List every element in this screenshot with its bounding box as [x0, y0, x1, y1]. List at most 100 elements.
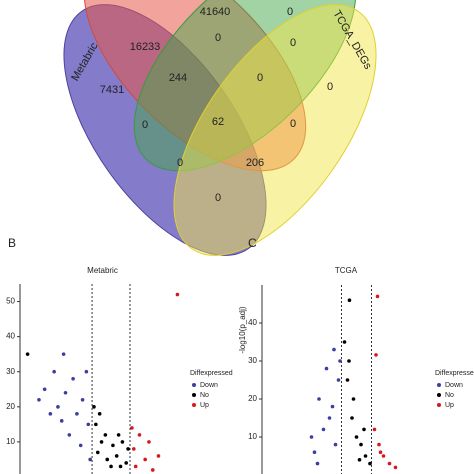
point: [56, 405, 60, 409]
point: [111, 443, 115, 448]
point: [354, 435, 359, 439]
point: [37, 398, 41, 402]
point: [75, 412, 79, 416]
point: [377, 442, 381, 447]
legend-title: Diffexpressed: [190, 370, 233, 377]
point: [124, 461, 129, 465]
panel-label: C: [248, 236, 257, 250]
point: [42, 387, 47, 392]
legend-label: Up: [445, 402, 454, 409]
point: [375, 294, 380, 299]
point: [312, 450, 317, 455]
point: [175, 292, 180, 297]
point: [321, 427, 326, 432]
point: [336, 378, 341, 382]
y-axis-label: -log10(p_adj): [238, 306, 247, 353]
point: [25, 352, 30, 356]
legend-label: No: [200, 392, 209, 399]
region-count: 244: [169, 72, 187, 84]
region-count: 0: [215, 192, 221, 204]
point: [393, 465, 398, 470]
point: [86, 422, 91, 427]
point: [116, 433, 121, 437]
y-tick-label: 10: [248, 432, 257, 441]
point: [317, 397, 321, 401]
point: [338, 359, 342, 363]
point: [133, 464, 138, 469]
legend-swatch: [192, 403, 196, 407]
panel-label: B: [8, 236, 16, 250]
point: [78, 443, 83, 448]
plot-title: TCGA: [335, 266, 358, 275]
point: [368, 461, 372, 466]
point: [156, 454, 161, 458]
point: [342, 340, 347, 344]
region-count: 41640: [200, 6, 231, 18]
point: [347, 298, 352, 303]
y-tick-label: 50: [6, 297, 15, 306]
legend-label: Up: [200, 402, 209, 409]
point: [52, 369, 56, 374]
point: [103, 433, 108, 437]
point: [147, 440, 151, 444]
point: [143, 457, 147, 462]
legend-swatch: [192, 393, 196, 397]
point: [330, 404, 335, 409]
region-count: 0: [287, 6, 293, 18]
point: [88, 457, 92, 462]
point: [372, 427, 377, 432]
point: [332, 347, 336, 352]
y-tick-label: 40: [6, 332, 15, 341]
region-count: 0: [215, 32, 221, 44]
point: [381, 454, 386, 458]
point: [48, 412, 53, 416]
y-tick-label: 10: [6, 437, 15, 446]
point: [351, 397, 356, 401]
region-count: 0: [290, 37, 296, 49]
legend-title: Diffexpressed: [435, 370, 474, 377]
point: [131, 447, 136, 451]
point: [80, 398, 85, 402]
y-tick-label: 20: [6, 402, 15, 411]
y-tick-label: 30: [6, 367, 15, 376]
point: [347, 359, 351, 363]
point: [97, 412, 102, 416]
plot-title: Metabric: [87, 266, 118, 275]
point: [63, 390, 68, 395]
point: [105, 457, 110, 462]
legend-label: No: [445, 392, 454, 399]
legend-label: Down: [200, 382, 218, 389]
point: [315, 461, 320, 466]
region-count: 7431: [100, 84, 124, 96]
region-count: 0: [177, 157, 183, 169]
point: [378, 450, 383, 455]
point: [99, 440, 104, 444]
region-count: 16233: [130, 41, 161, 53]
point: [118, 464, 123, 469]
region-count: 62: [212, 116, 224, 128]
point: [327, 416, 332, 420]
region-count: 206: [246, 157, 264, 169]
point: [120, 440, 125, 444]
y-tick-label: 40: [248, 318, 257, 327]
point: [387, 461, 392, 466]
y-tick-label: 30: [248, 356, 257, 365]
legend-swatch: [437, 403, 441, 407]
region-count: 0: [257, 72, 263, 84]
region-count: 0: [142, 119, 148, 131]
point: [345, 378, 350, 382]
legend-swatch: [437, 393, 441, 397]
point: [359, 442, 363, 447]
point: [84, 369, 89, 374]
point: [94, 422, 98, 427]
point: [150, 468, 155, 472]
point: [61, 352, 66, 356]
point: [130, 426, 134, 430]
point: [92, 405, 96, 409]
point: [71, 376, 75, 381]
point: [357, 458, 362, 462]
point: [374, 353, 378, 357]
